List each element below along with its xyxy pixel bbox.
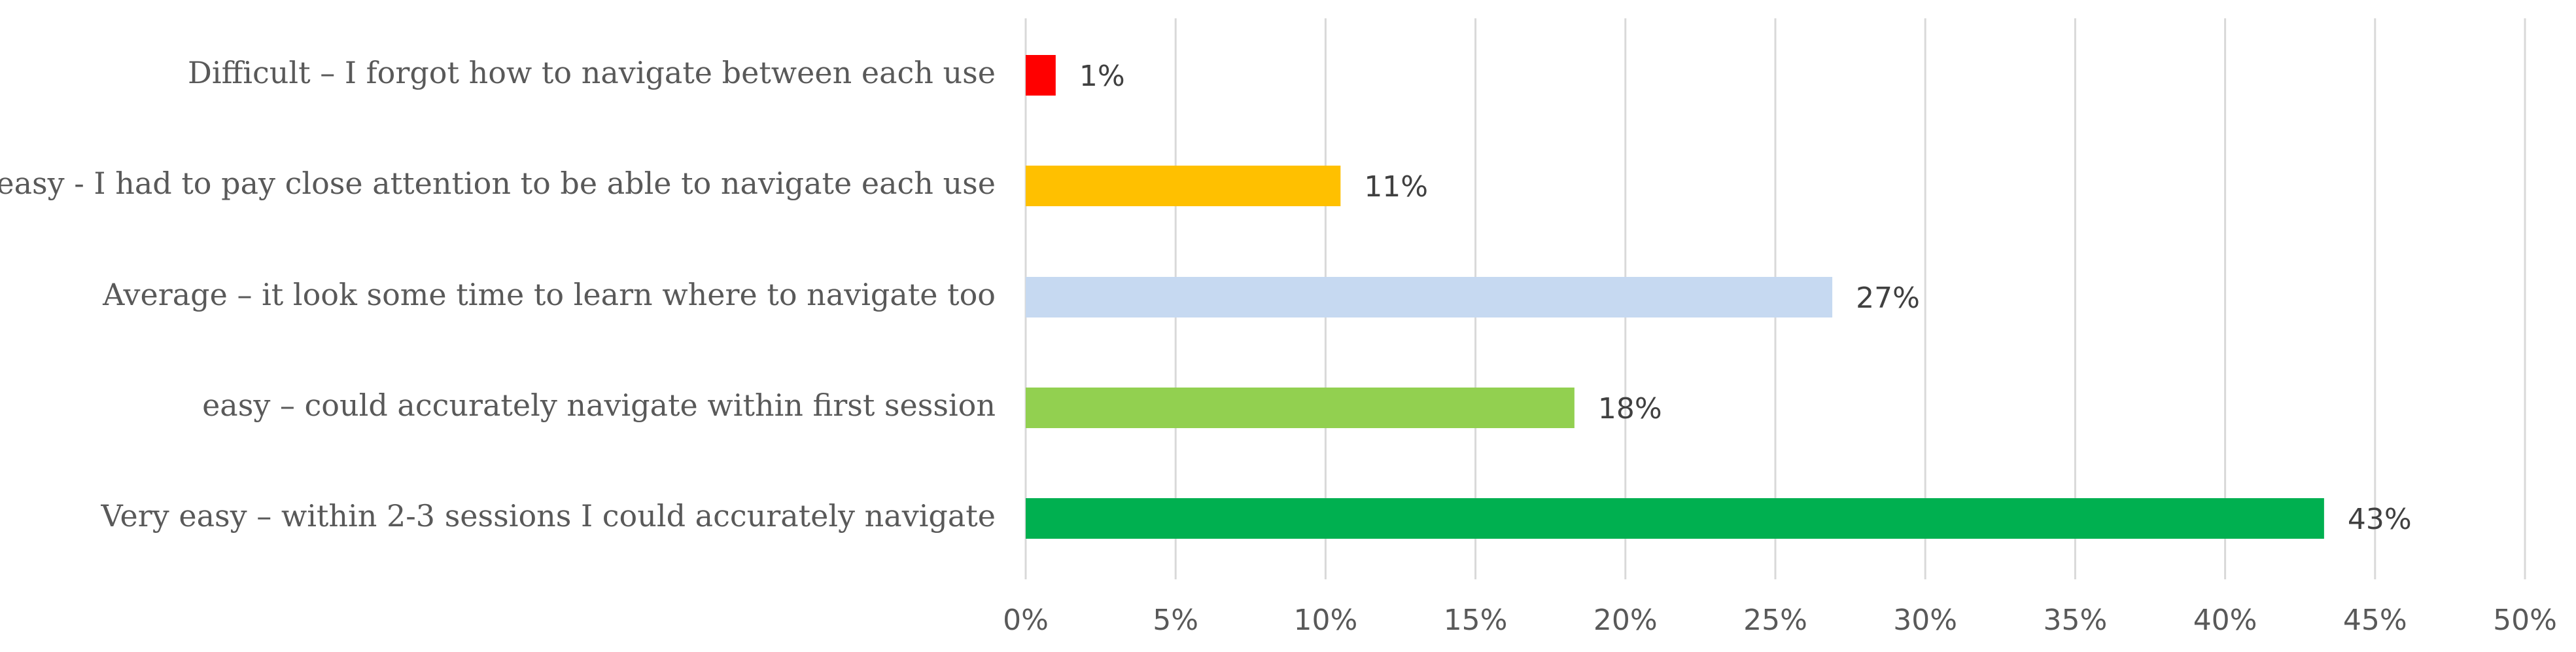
bars xyxy=(1026,55,2324,539)
bar xyxy=(1026,55,1056,96)
x-tick-label: 15% xyxy=(1444,604,1508,637)
x-tick-label: 30% xyxy=(1893,604,1957,637)
data-label: 27% xyxy=(1856,281,1920,315)
category-label: Difficult – I forgot how to navigate bet… xyxy=(188,55,996,90)
category-label: Average – it look some time to learn whe… xyxy=(102,277,996,312)
x-tick-label: 0% xyxy=(1003,604,1049,637)
x-axis-tick-labels: 0% 5% 10% 15% 20% 25% 30% 35% 40% 45% 50% xyxy=(1003,604,2557,637)
category-labels: Difficult – I forgot how to navigate bet… xyxy=(0,55,996,534)
x-tick-label: 50% xyxy=(2493,604,2557,637)
data-label: 18% xyxy=(1598,392,1662,426)
x-tick-label: 40% xyxy=(2193,604,2257,637)
x-tick-label: 45% xyxy=(2343,604,2407,637)
category-label: easy – could accurately navigate within … xyxy=(202,388,996,423)
data-label: 1% xyxy=(1079,60,1125,93)
data-labels: 1% 11% 27% 18% 43% xyxy=(1079,60,2412,536)
x-tick-label: 35% xyxy=(2044,604,2108,637)
bar xyxy=(1026,166,1341,206)
data-label: 11% xyxy=(1364,170,1428,204)
x-tick-label: 10% xyxy=(1294,604,1358,637)
bar xyxy=(1026,498,2324,539)
x-tick-label: 5% xyxy=(1153,604,1198,637)
category-label: Very easy – within 2-3 sessions I could … xyxy=(101,498,996,534)
bar xyxy=(1026,277,1833,317)
data-label: 43% xyxy=(2348,503,2412,536)
x-tick-label: 25% xyxy=(1743,604,1807,637)
category-label: Not easy - I had to pay close attention … xyxy=(0,166,996,201)
bar xyxy=(1026,388,1575,428)
x-tick-label: 20% xyxy=(1593,604,1658,637)
